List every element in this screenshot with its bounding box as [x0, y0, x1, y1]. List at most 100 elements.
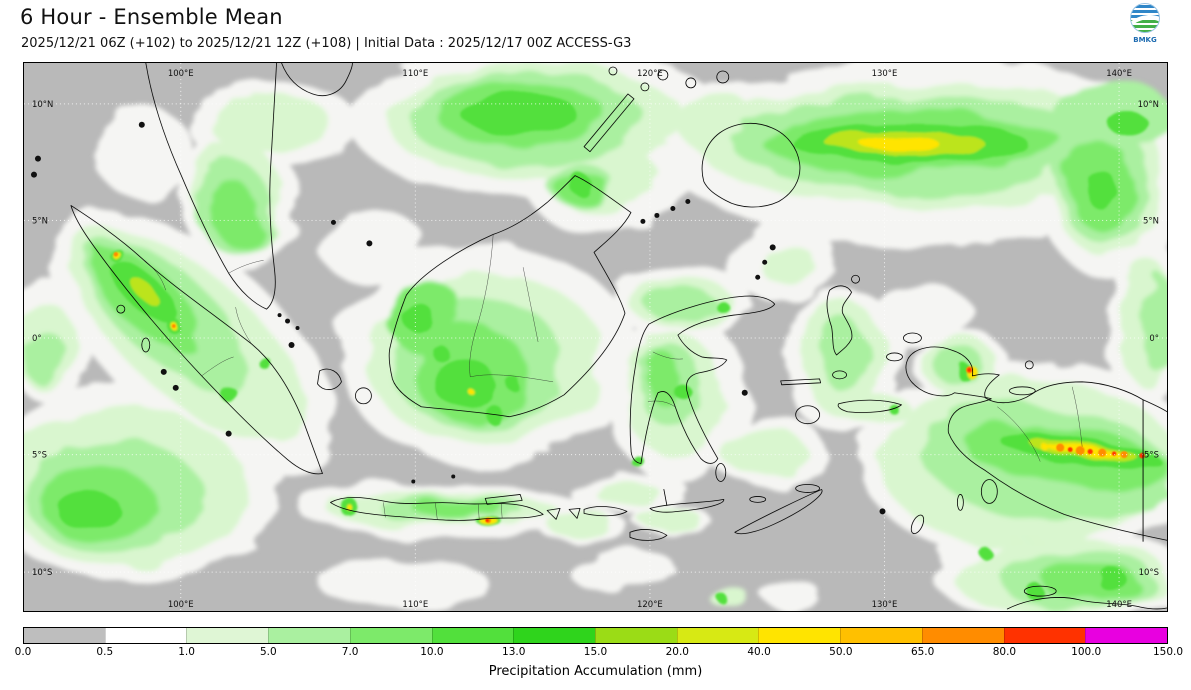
colorbar-segment: [104, 628, 187, 643]
map-image: 100°E 100°E 110°E 110°E 120°E 120°E 130°E 130°E…: [24, 63, 1167, 611]
colorbar-tick-label: 13.0: [502, 646, 526, 658]
colorbar-tick-label: 15.0: [583, 646, 608, 658]
coast-lombok: [568, 507, 581, 519]
coast-palawan: [583, 93, 635, 153]
lat-tick-label-left: 10°S: [32, 567, 52, 577]
coast-bangka: [317, 368, 342, 390]
colorbar-tick-label: 20.0: [665, 646, 689, 658]
lon-tick-label-bottom: 120°E: [637, 599, 663, 609]
lat-tick-label-left: 5°N: [32, 215, 48, 225]
islet-layer: [30, 121, 886, 515]
lon-tick-label-bottom: 110°E: [402, 599, 428, 609]
coast-sumbawa: [583, 506, 628, 517]
coast-siberut: [141, 337, 151, 353]
colorbar-segment: [24, 628, 105, 643]
colorbar-ticks: 0.0 0.5 1.0 5.0 7.0 10.0 13.0 15.0 20.0 40.0 50.0 6…: [15, 646, 1183, 660]
colorbar-tick-label: 150.0: [1152, 646, 1184, 658]
lat-tick-label-left: 5°S: [32, 450, 47, 460]
colorbar-segment: [595, 628, 677, 643]
coast-melville: [1023, 585, 1057, 597]
colorbar-segment: [431, 628, 514, 643]
coast-flores: [649, 499, 725, 513]
coast-sumatra: [70, 205, 323, 475]
colorbar-segment: [921, 628, 1004, 643]
coast-malay-peninsula: [145, 63, 277, 310]
colorbar-tick-label: 1.0: [178, 646, 195, 658]
colorbar-tick-label: 50.0: [829, 646, 853, 658]
coast-kai: [956, 494, 964, 511]
coast-borneo: [388, 175, 632, 418]
grid-layer: [24, 63, 1167, 611]
page-subtitle: 2025/12/21 06Z (+102) to 2025/12/21 12Z …: [21, 36, 632, 51]
colorbar-segment: [513, 628, 596, 643]
lat-tick-label-right: 5°S: [1144, 450, 1159, 460]
coast-waigeo: [903, 332, 922, 344]
coast-biak: [1024, 360, 1034, 370]
coast-australia: [1006, 597, 1167, 610]
coast-madura: [484, 494, 523, 505]
lat-tick-label-left: 0°: [32, 333, 42, 343]
colorbar-segment: [186, 628, 269, 643]
colorbar: [23, 627, 1168, 644]
colorbar-segment: [1003, 628, 1086, 643]
coast-morotai: [851, 274, 860, 284]
colorbar-segment: [1085, 628, 1168, 643]
coast-tanimbar: [910, 514, 925, 534]
lat-tick-label-right: 5°N: [1143, 215, 1159, 225]
lon-tick-label-top: 140°E: [1106, 68, 1132, 78]
colorbar-area: 0.0 0.5 1.0 5.0 7.0 10.0 13.0 15.0 20.0 40.0 50.0 6…: [15, 627, 1183, 679]
coast-mekong-delta: [281, 63, 353, 97]
coast-buton: [715, 463, 727, 482]
bmkg-logo-graphic: BMKG: [1130, 3, 1160, 44]
colorbar-tick-label: 65.0: [910, 646, 935, 658]
coast-bali: [546, 507, 561, 520]
colorbar-segment: [268, 628, 350, 643]
lat-tick-label-right: 0°: [1149, 333, 1159, 343]
coast-halmahera: [826, 285, 853, 356]
colorbar-tick-label: 80.0: [992, 646, 1017, 658]
colorbar-tick-label: 0.0: [14, 646, 32, 658]
coast-alor: [749, 496, 767, 503]
admin-border-layer: [141, 234, 1083, 520]
lat-tick-label-right: 10°S: [1139, 567, 1159, 577]
coast-wetar: [795, 484, 821, 493]
lon-tick-label-top: 130°E: [872, 68, 898, 78]
colorbar-segment: [758, 628, 841, 643]
colorbar-label: Precipitation Accumulation (mm): [488, 664, 703, 679]
colorbar-tick-label: 7.0: [341, 646, 359, 658]
coast-buru: [795, 405, 821, 425]
coast-aru: [980, 479, 998, 504]
colorbar-tick-label: 0.5: [96, 646, 114, 658]
lat-tick-label-left: 10°N: [32, 99, 53, 109]
map-tick-labels: 100°E 100°E 110°E 110°E 120°E 120°E 130°E 130°E…: [32, 68, 1159, 609]
coast-nias: [116, 304, 126, 314]
colorbar-tick-label: 40.0: [747, 646, 771, 658]
colorbar-tick-label: 100.0: [1071, 646, 1102, 658]
bmkg-logo: BMKG: [1121, 2, 1169, 50]
lon-tick-label-bottom: 100°E: [168, 599, 194, 609]
coast-selayar: [663, 489, 668, 506]
coast-belitung: [355, 387, 372, 405]
logo-text: BMKG: [1133, 36, 1157, 44]
coast-misool: [886, 352, 903, 362]
lon-tick-label-top: 120°E: [637, 68, 663, 78]
precipitation-layer: [24, 63, 1167, 611]
coast-sula: [780, 378, 822, 386]
lat-tick-label-right: 10°N: [1138, 99, 1159, 109]
lon-tick-label-bottom: 140°E: [1106, 599, 1132, 609]
colorbar-segment: [840, 628, 922, 643]
coast-java: [330, 497, 544, 521]
coast-papua-south: [905, 357, 1167, 541]
colorbar-segment: [349, 628, 432, 643]
precipitation-map: 100°E 100°E 110°E 110°E 120°E 120°E 130°E 130°E…: [23, 62, 1168, 612]
coast-seram: [837, 399, 902, 413]
coast-visayas: [657, 69, 669, 81]
coast-sulawesi: [629, 295, 776, 464]
coast-yapen: [1008, 386, 1036, 396]
coastline-layer: [70, 63, 1167, 610]
coast-timor: [734, 489, 823, 535]
colorbar-tick-label: 5.0: [259, 646, 277, 658]
page-title: 6 Hour - Ensemble Mean: [20, 5, 283, 29]
lon-tick-label-top: 100°E: [168, 68, 194, 78]
colorbar-segment: [676, 628, 759, 643]
